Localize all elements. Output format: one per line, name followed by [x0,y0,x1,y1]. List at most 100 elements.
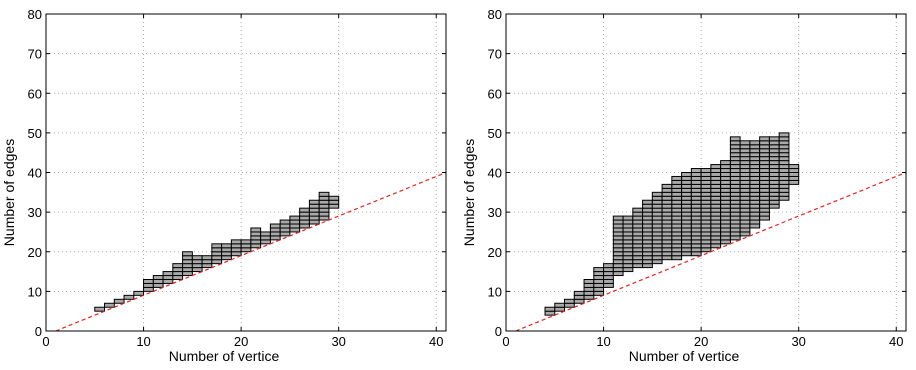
heatmap-cell [162,275,174,280]
heatmap-cell [318,215,330,221]
heatmap-cell [661,187,673,193]
heatmap-cell [642,211,653,217]
heatmap-cell [671,227,683,233]
heatmap-cell [739,195,751,201]
heatmap-cell [642,207,653,213]
heatmap-cell [221,247,232,253]
heatmap-cell [720,227,731,233]
heatmap-cell [632,235,644,241]
heatmap-cell [700,183,712,189]
heatmap-cell [573,290,585,296]
heatmap-cell [583,294,595,300]
heatmap-cell [768,156,780,162]
heatmap-cell [671,203,683,209]
heatmap-cell [700,203,712,209]
heatmap-cell [308,211,320,217]
heatmap-cell [642,251,653,257]
heatmap-cell [729,231,741,237]
heatmap-cell [671,207,683,213]
heatmap-cell [642,247,653,253]
heatmap-cell [308,215,320,221]
heatmap-cell [729,136,741,142]
heatmap-cell [681,231,692,237]
heatmap-cell [778,183,790,189]
heatmap-cell [612,223,624,229]
heatmap-cell [710,175,722,181]
heatmap-cell [759,211,770,217]
heatmap-cell [700,219,712,225]
heatmap-cell [651,199,663,205]
heatmap-cell [768,175,780,181]
heatmap-cell [632,231,644,237]
heatmap-cell [622,227,634,233]
heatmap-cell [778,132,790,138]
heatmap-cell [211,255,223,261]
heatmap-cell [671,255,683,261]
heatmap-cell [729,187,741,193]
heatmap-cell [612,263,624,269]
heatmap-cell [681,191,692,197]
heatmap-cell [729,227,741,233]
heatmap-cell [632,227,644,233]
chart-right: 0 10 20 30 40 0 10 20 30 40 50 60 70 80 Number of vert… [461,7,907,364]
heatmap-cell [593,290,605,296]
heatmap-cell [642,243,653,249]
heatmap-cell [729,148,741,154]
heatmap-cell [768,172,780,177]
heatmap-cell [622,239,634,245]
reference-line [515,171,907,332]
heatmap-cell [690,183,702,189]
heatmap-cell [603,278,614,284]
heatmap-cell [651,235,663,241]
heatmap-cell [651,239,663,245]
heatmap-cell [603,282,614,288]
heatmap-cell [739,215,751,221]
heatmap-cell [661,211,673,217]
heatmap-cell [739,172,751,177]
heatmap-cell [172,271,184,277]
heatmap-cell [759,203,770,209]
x-tick-label: 0 [502,334,509,349]
heatmap-cell [632,247,644,253]
heatmap-cell [152,278,164,284]
heatmap-cell [299,207,310,213]
heatmap-cell [622,215,634,221]
heatmap-cell [739,175,751,181]
heatmap-cell [661,247,673,253]
heatmap-cell [720,195,731,201]
heatmap-cell [661,183,673,189]
heatmap-cell [788,172,800,177]
heatmap-cell [759,136,770,142]
heatmap-cell [700,191,712,197]
heatmap-cell [564,302,575,308]
heatmap-cell [230,243,242,249]
y-tick-label: 30 [488,205,502,220]
chart-left: 0 10 20 30 40 0 10 20 30 40 50 60 70 80 Number of vert… [1,7,447,364]
heatmap-cell [289,227,301,233]
heatmap-cell [700,168,712,174]
heatmap-cell [739,140,751,146]
heatmap-cell [671,219,683,225]
heatmap-cell [720,183,731,189]
heatmap-cell [651,243,663,249]
heatmap-cell [729,211,741,217]
heatmap-cell [749,187,761,193]
heatmap-cell [564,298,575,304]
y-tick-label: 0 [495,324,502,339]
y-tick-label: 80 [488,7,502,22]
heatmap-cell [651,251,663,257]
heatmap-cell [768,168,780,174]
heatmap-cell [642,255,653,261]
heatmap-cell [661,251,673,257]
heatmap-cell [690,187,702,193]
heatmap-cell [632,211,644,217]
heatmap-cell [671,231,683,237]
heatmap-cell [739,219,751,225]
heatmap-cell [778,156,790,162]
heatmap-cell [182,259,193,265]
heatmap-cell [710,239,722,245]
heatmap-cell [622,263,634,269]
heatmap-cell [710,179,722,185]
heatmap-cell [191,267,203,273]
heatmap-cell [700,227,712,233]
